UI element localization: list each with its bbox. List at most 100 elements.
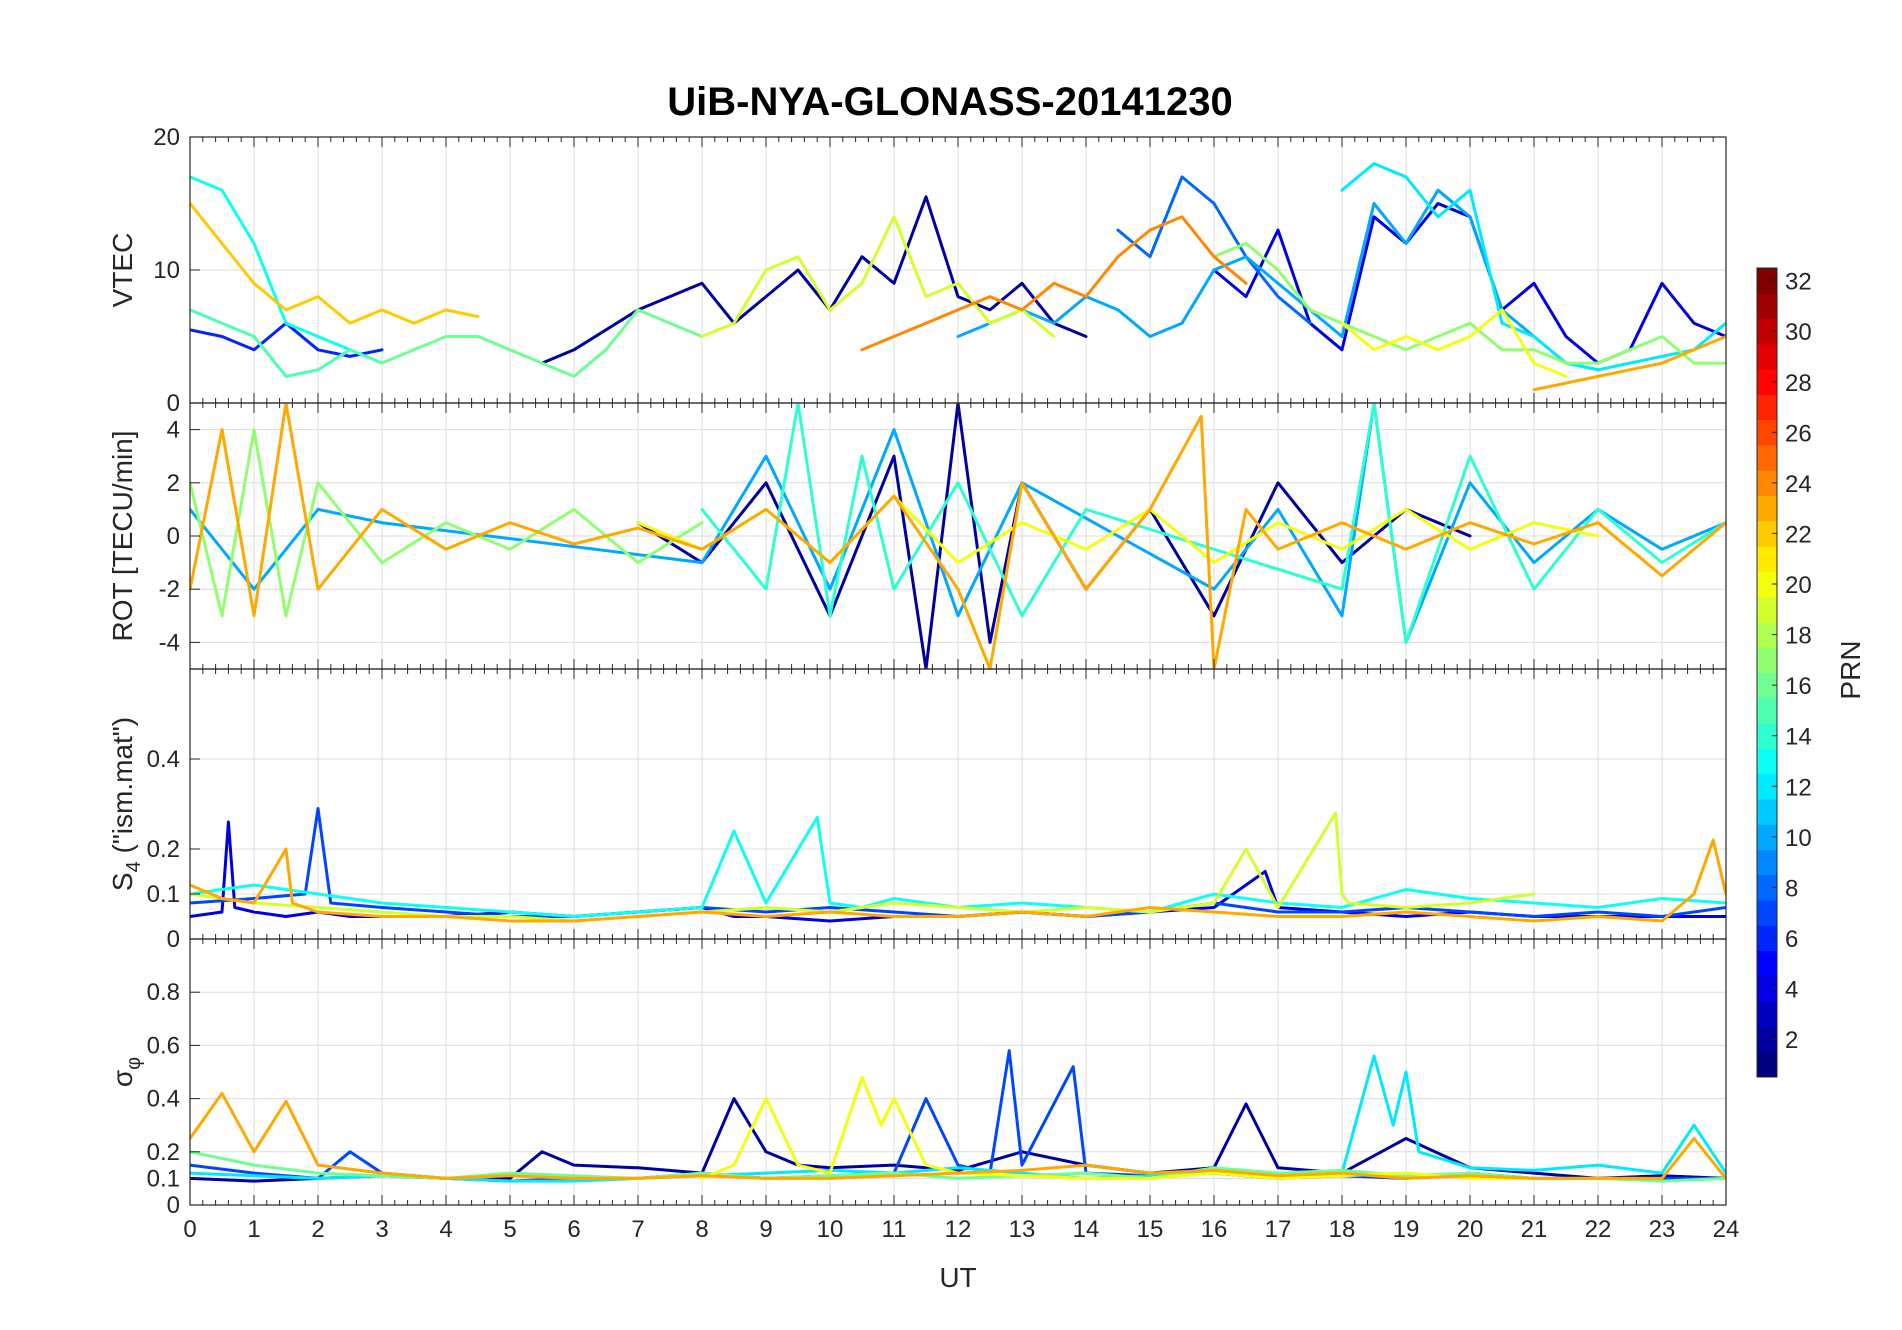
colorbar-label: PRN — [1835, 640, 1866, 699]
sigma-series-prn-2 — [190, 1097, 1726, 1183]
colorbar-swatch — [1757, 1026, 1777, 1053]
rot-series-prn-14 — [700, 403, 1726, 644]
colorbar-swatch — [1757, 571, 1777, 598]
vtec-series-group — [190, 162, 1726, 392]
sigma-ytick-label: 0.8 — [147, 979, 180, 1006]
x-tick-label: 17 — [1265, 1216, 1292, 1243]
colorbar-tick-label: 20 — [1785, 572, 1812, 599]
panel-sigma: 00.10.2 0.4 0.6 0.8 σφ — [107, 938, 1727, 1219]
vtec-ytick-label: 10 — [153, 257, 180, 284]
x-tick-label: 16 — [1201, 1216, 1228, 1243]
x-tick-label: 22 — [1585, 1216, 1612, 1243]
rot-ytick-label: 4 — [167, 417, 180, 444]
colorbar-swatch — [1757, 824, 1777, 850]
colorbar-swatch — [1757, 470, 1777, 497]
colorbar-swatch — [1757, 419, 1777, 446]
vtec-series-prn-20 — [1340, 308, 1568, 378]
x-tick-label: 11 — [882, 1216, 907, 1243]
sigma-ytick-label: 0.6 — [147, 1032, 180, 1059]
colorbar-swatch — [1757, 268, 1777, 294]
colorbar-tick-label: 28 — [1785, 370, 1812, 397]
colorbar-swatch — [1757, 950, 1777, 977]
colorbar-tick-label: 8 — [1785, 875, 1798, 902]
x-tick-label: 6 — [567, 1216, 580, 1243]
colorbar-swatch — [1757, 343, 1777, 370]
sigma-series-prn-23 — [190, 1091, 1726, 1180]
colorbar-tick-label: 14 — [1785, 724, 1812, 751]
x-tick-label: 18 — [1329, 1216, 1356, 1243]
colorbar-swatch — [1757, 647, 1777, 673]
colorbar-tick-label: 2 — [1785, 1027, 1798, 1054]
x-tick-label: 3 — [375, 1216, 388, 1243]
colorbar-tick-label: 10 — [1785, 825, 1812, 852]
colorbar-swatch — [1757, 444, 1777, 471]
x-tick-label: 14 — [1073, 1216, 1100, 1243]
colorbar-swatch — [1757, 900, 1777, 926]
x-tick-label: 4 — [439, 1216, 452, 1243]
x-tick-label: 7 — [631, 1216, 644, 1243]
rot-y-axis-label: ROT [TECU/min] — [107, 430, 138, 641]
colorbar-swatch — [1757, 369, 1777, 395]
x-tick-label: 1 — [247, 1216, 260, 1243]
s4-series-prn-7 — [190, 807, 1726, 918]
s4-series-prn-4 — [190, 820, 1726, 923]
colorbar-swatch — [1757, 925, 1777, 952]
colorbar-swatch — [1757, 975, 1777, 1002]
panel-s4: 0 0.1 0.2 0.4S4 ("ism.mat") — [107, 668, 1727, 953]
x-tick-label: 10 — [817, 1216, 844, 1243]
vtec-series-prn-23 — [1532, 335, 1726, 392]
rot-series-prn-2 — [636, 403, 1472, 669]
x-tick-label: 15 — [1137, 1216, 1164, 1243]
colorbar-tick-label: 32 — [1785, 269, 1812, 296]
s4-series-prn-13 — [190, 816, 1726, 918]
s4-ytick-label: 0.1 — [147, 881, 180, 908]
colorbar-tick-label: 30 — [1785, 319, 1812, 346]
colorbar-swatch — [1757, 546, 1777, 572]
colorbar-tick-label: 24 — [1785, 471, 1812, 498]
colorbar-tick-label: 12 — [1785, 774, 1812, 801]
colorbar-frame — [1756, 267, 1778, 1078]
colorbar-swatch — [1757, 293, 1777, 320]
colorbar-swatch — [1757, 621, 1777, 648]
colorbar-tick-label: 26 — [1785, 420, 1812, 447]
rot-series-group — [190, 403, 1726, 669]
colorbar-swatch — [1757, 798, 1777, 825]
colorbar-swatch — [1757, 394, 1777, 421]
rot-ytick-label: -2 — [159, 576, 180, 603]
colorbar-swatch — [1757, 495, 1777, 522]
x-tick-label: 20 — [1457, 1216, 1484, 1243]
vtec-series-prn-22 — [190, 202, 480, 325]
colorbar-swatch — [1757, 318, 1777, 345]
x-tick-label: 13 — [1009, 1216, 1036, 1243]
x-tick-label: 5 — [503, 1216, 516, 1243]
rot-series-prn-17 — [190, 428, 704, 618]
x-tick-label: 19 — [1393, 1216, 1420, 1243]
x-tick-label: 23 — [1649, 1216, 1676, 1243]
vtec-ytick-label: 20 — [153, 124, 180, 151]
vtec-series-prn-2 — [540, 195, 1088, 365]
x-tick-label: 0 — [183, 1216, 196, 1243]
x-tick-label: 2 — [311, 1216, 324, 1243]
rot-series-prn-23 — [190, 403, 1726, 669]
vtec-ytick-label: 0 — [167, 390, 180, 417]
x-axis: 0 1 2 3 4 5 6 7 8 9 10 11 12 13 14 15 16 17 18 19 20 21 22 23 24 — [183, 1216, 1739, 1243]
vtec-series-prn-8 — [1116, 175, 1312, 325]
x-tick-label: 21 — [1521, 1216, 1548, 1243]
rot-ytick-label: -4 — [159, 629, 180, 656]
colorbar-swatch — [1757, 520, 1777, 547]
sigma-ytick-label: 0.4 — [147, 1086, 180, 1113]
colorbar-swatch — [1757, 672, 1777, 699]
colorbar-swatch — [1757, 874, 1777, 901]
colorbar-swatch — [1757, 697, 1777, 724]
chart-title: UiB-NYA-GLONASS-20141230 — [667, 80, 1232, 124]
colorbar-swatch — [1757, 1001, 1777, 1027]
colorbar-swatch — [1757, 773, 1777, 800]
panel-vtec: 0 10 20 VTEC — [107, 124, 1727, 417]
sigma-series-group — [190, 1049, 1726, 1183]
vtec-series-prn-17 — [1212, 241, 1726, 365]
vtec-series-prn-15 — [190, 308, 384, 378]
s4-y-axis-label: S4 ("ism.mat") — [107, 717, 145, 891]
